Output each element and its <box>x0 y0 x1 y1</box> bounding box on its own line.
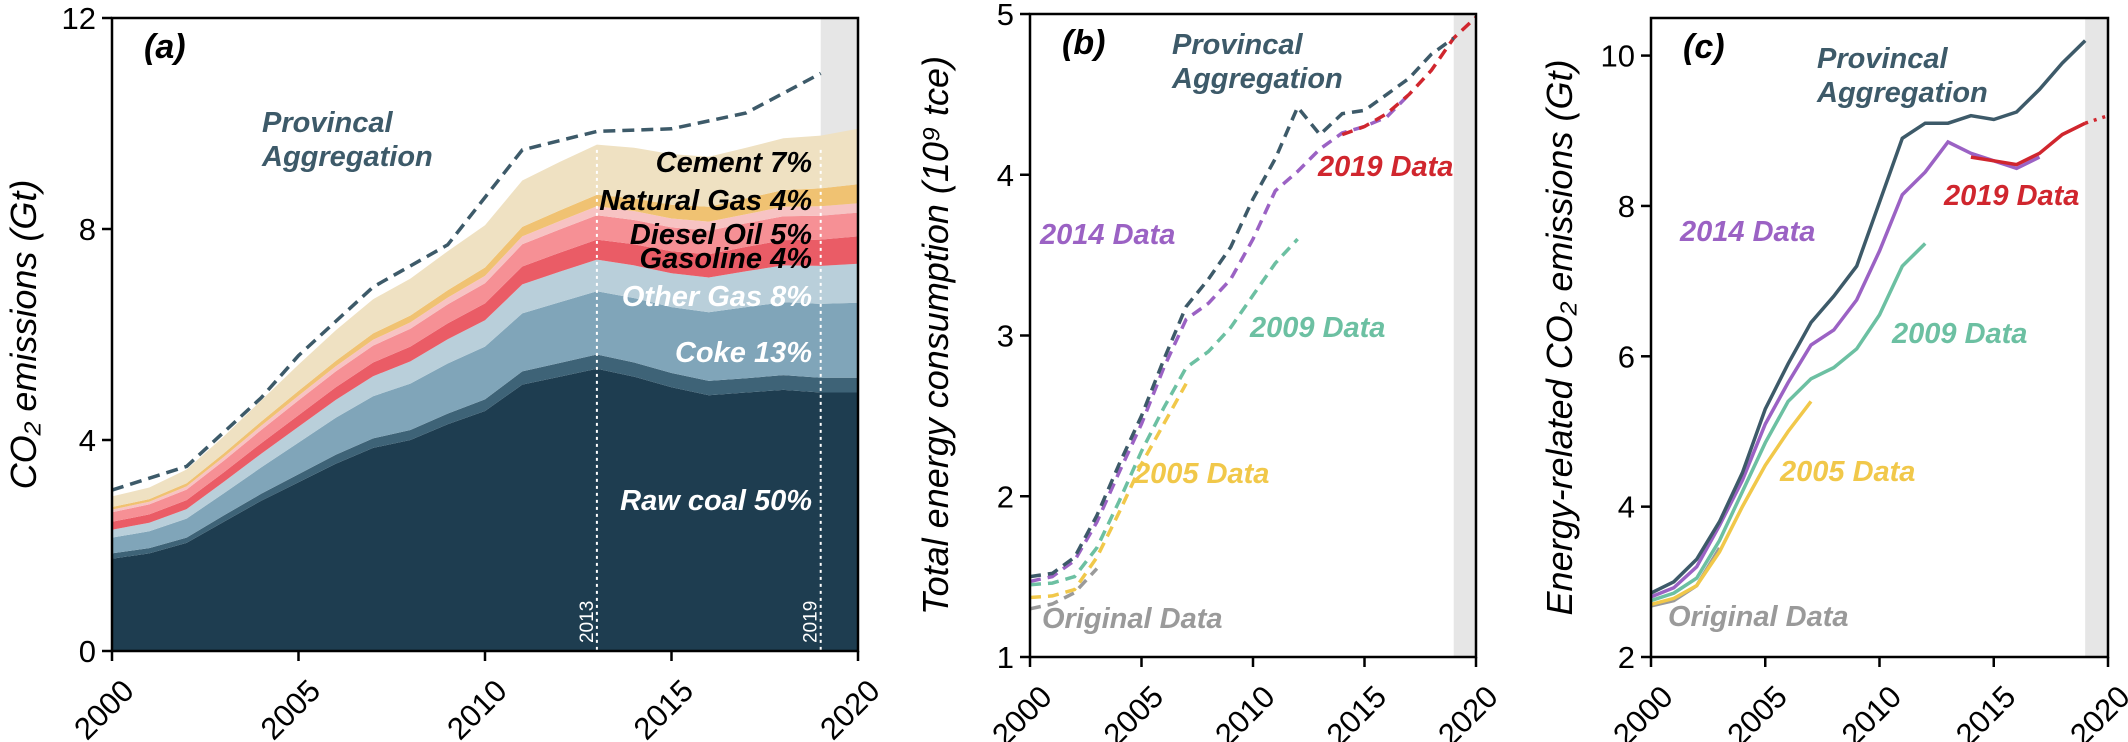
series-label-2019-data: 2019 Data <box>1317 151 1453 183</box>
x-tick-label: 2005 <box>1097 679 1171 742</box>
area-gasoline-4 <box>112 236 858 530</box>
series-label-provincal-aggregation: Provincal <box>1817 43 1948 75</box>
x-tick-label: 2010 <box>440 673 514 742</box>
series-label-2009-data: 2009 Data <box>1891 318 2027 350</box>
panel-a: 2013 2019 2000 2005 2010 2015 2020 0 4 8 12 CO₂ emi… <box>3 1 887 742</box>
series-label-original-data: Original Data <box>1042 603 1223 635</box>
shaded-region <box>1453 14 1476 657</box>
y-axis-label: Total energy consumption (10⁹ tce) <box>915 56 956 615</box>
y-axis-label: Energy-related CO₂ emissions (Gt) <box>1539 60 1580 616</box>
year-marker-label: 2019 <box>801 601 822 643</box>
line-2019-data <box>1970 121 2086 167</box>
y-tick-label: 1 <box>997 640 1014 675</box>
y-tick-label: 2 <box>997 479 1014 514</box>
provincial-aggregation-line <box>111 71 822 492</box>
x-tick-label: 2020 <box>1431 679 1505 742</box>
panel-b: 2000 2005 2010 2015 2020 1 2 3 4 5 Total energy co… <box>915 0 1505 742</box>
shaded-region <box>2085 18 2108 657</box>
series-label-other-gas-8: Other Gas 8% <box>622 281 812 313</box>
year-marker-label: 2013 <box>577 601 598 643</box>
x-tick-label: 2020 <box>2063 679 2128 742</box>
area-other-gas-8 <box>112 259 858 538</box>
y-tick-label: 8 <box>1618 189 1635 224</box>
x-tick-label: 2005 <box>1720 679 1794 742</box>
series-label-2005-data: 2005 Data <box>1779 456 1915 488</box>
area-cement-7 <box>112 128 858 508</box>
series-label-provincal-aggregation: Provincal <box>1172 29 1303 61</box>
x-tick-label: 2020 <box>813 673 887 742</box>
y-tick-label: 4 <box>79 423 96 458</box>
provincial-label-line2: Aggregation <box>261 141 433 173</box>
x-tick-label: 2005 <box>254 673 328 742</box>
line-original-data <box>1029 567 1099 611</box>
line-2014-data <box>1650 139 2041 599</box>
panel-c: 2000 2005 2010 2015 2020 2 4 6 8 10 Energy-related… <box>1539 16 2128 742</box>
series-label-raw-coal-50: Raw coal 50% <box>620 485 812 517</box>
series-label-2009-data: 2009 Data <box>1249 312 1385 344</box>
x-tick-label: 2010 <box>1835 679 1909 742</box>
x-tick-label: 2015 <box>1949 679 2023 742</box>
line-provincal-aggregation <box>1029 36 1455 579</box>
y-tick-label: 3 <box>997 319 1014 354</box>
series-label-coke-13: Coke 13% <box>675 337 812 369</box>
panel-label: (c) <box>1683 28 1725 66</box>
y-tick-label: 8 <box>79 212 96 247</box>
provincial-label: Provincal <box>262 107 393 139</box>
area-diesel-oil-5 <box>112 212 858 522</box>
line-provincal-aggregation <box>1650 39 2087 595</box>
series-label-2019-data: 2019 Data <box>1943 180 2079 212</box>
x-tick-label: 2015 <box>627 673 701 742</box>
panel-label: (a) <box>144 28 186 66</box>
line-2005-data <box>1650 400 1813 607</box>
panel-label: (b) <box>1062 24 1105 62</box>
y-tick-label: 4 <box>997 158 1014 193</box>
line-2019-data-projection <box>2084 114 2109 125</box>
series-label-2005-data: 2005 Data <box>1133 458 1269 490</box>
y-tick-label: 12 <box>62 1 96 36</box>
series-label-natural-gas-4: Natural Gas 4% <box>599 185 812 217</box>
y-tick-label: 2 <box>1618 640 1635 675</box>
series-label-gasoline-4: Gasoline 4% <box>640 243 812 275</box>
y-tick-label: 0 <box>79 634 96 669</box>
series-label-2014-data: 2014 Data <box>1039 219 1175 251</box>
y-tick-label: 4 <box>1618 490 1635 525</box>
series-label-cement-7: Cement 7% <box>656 147 812 179</box>
x-tick-label: 2010 <box>1208 679 1282 742</box>
x-tick-label: 2015 <box>1320 679 1394 742</box>
plot-frame <box>1649 16 2110 659</box>
series-label-provincal-aggregation-line2: Aggregation <box>1171 63 1343 95</box>
x-tick-label: 2000 <box>1606 679 1680 742</box>
y-tick-label: 6 <box>1618 339 1635 374</box>
line-2009-data <box>1029 237 1299 587</box>
area-coke-13 <box>112 291 858 554</box>
y-tick-label: 10 <box>1601 39 1635 74</box>
x-tick-label: 2000 <box>985 679 1059 742</box>
x-tick-label: 2000 <box>67 673 141 742</box>
y-axis-label: CO₂ emissions (Gt) <box>3 180 44 490</box>
area-raw-coal-50 <box>112 368 858 651</box>
series-label-2014-data: 2014 Data <box>1679 216 1815 248</box>
line-2009-data <box>1650 242 1927 603</box>
series-label-diesel-oil-5: Diesel Oil 5% <box>630 219 812 251</box>
line-2005-data <box>1029 382 1188 600</box>
series-label-provincal-aggregation-line2: Aggregation <box>1816 77 1988 109</box>
series-label-original-data: Original Data <box>1668 601 1849 633</box>
area-layer-1 <box>112 354 858 559</box>
y-tick-label: 5 <box>997 0 1014 32</box>
